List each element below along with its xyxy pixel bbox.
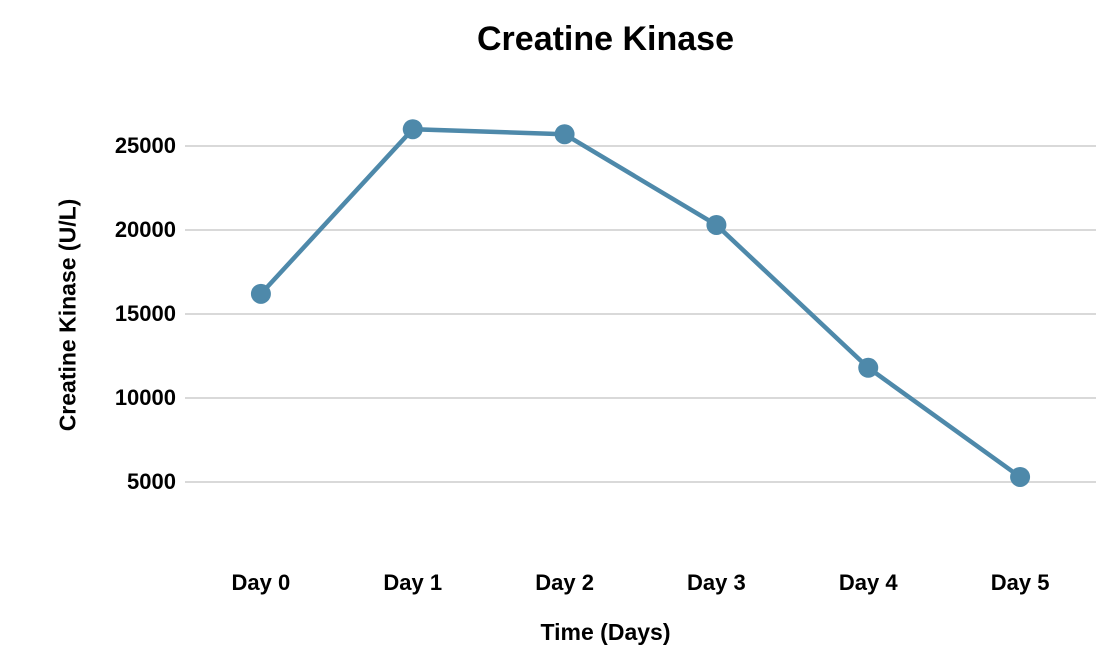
y-tick-label: 20000 [114, 217, 176, 242]
y-tick-label: 25000 [114, 133, 176, 158]
y-tick-label: 5000 [127, 469, 176, 494]
data-point [250, 283, 271, 304]
x-tick-label: Day 0 [231, 570, 291, 595]
data-point [402, 119, 423, 140]
x-tick-label: Day 4 [838, 570, 898, 595]
data-point [1010, 466, 1031, 487]
x-tick-label: Day 3 [687, 570, 746, 595]
x-tick-label: Day 5 [990, 570, 1050, 595]
data-point [706, 214, 727, 235]
data-line [259, 126, 1022, 479]
chart-title: Creatine Kinase [477, 20, 734, 58]
x-tick-label: Day 1 [383, 570, 443, 595]
x-axis-title: Time (Days) [540, 619, 671, 645]
y-tick-label: 15000 [114, 301, 176, 326]
x-tick-label: Day 2 [535, 570, 594, 595]
data-point [554, 124, 575, 145]
y-tick-label: 10000 [114, 385, 176, 410]
data-point [858, 357, 879, 378]
